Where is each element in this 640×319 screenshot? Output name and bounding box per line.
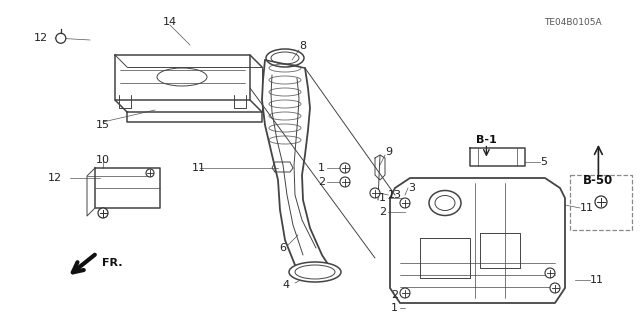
Circle shape bbox=[400, 198, 410, 208]
Text: FR.: FR. bbox=[102, 258, 122, 268]
Circle shape bbox=[550, 283, 560, 293]
Circle shape bbox=[595, 196, 607, 208]
Text: 2: 2 bbox=[318, 177, 325, 187]
Text: 1: 1 bbox=[391, 303, 398, 313]
Circle shape bbox=[340, 163, 350, 173]
Circle shape bbox=[146, 169, 154, 177]
Text: 12: 12 bbox=[34, 33, 48, 43]
Text: 14: 14 bbox=[163, 17, 177, 27]
Text: 10: 10 bbox=[96, 155, 110, 165]
Text: 3: 3 bbox=[408, 183, 415, 193]
Circle shape bbox=[545, 268, 555, 278]
Ellipse shape bbox=[289, 262, 341, 282]
Circle shape bbox=[98, 208, 108, 218]
Text: 15: 15 bbox=[96, 120, 110, 130]
Circle shape bbox=[56, 33, 66, 43]
Text: 12: 12 bbox=[48, 173, 62, 183]
Text: 11: 11 bbox=[192, 163, 206, 173]
Text: 2: 2 bbox=[379, 207, 386, 217]
Text: 1: 1 bbox=[379, 193, 386, 203]
Text: 1: 1 bbox=[318, 163, 325, 173]
Text: 4: 4 bbox=[283, 280, 290, 290]
Text: 9: 9 bbox=[385, 147, 392, 157]
Text: 11: 11 bbox=[580, 203, 594, 213]
Text: 6: 6 bbox=[279, 243, 286, 253]
Circle shape bbox=[400, 288, 410, 298]
Text: B-50: B-50 bbox=[583, 174, 614, 187]
Circle shape bbox=[340, 177, 350, 187]
Circle shape bbox=[370, 188, 380, 198]
Text: B-1: B-1 bbox=[476, 135, 497, 145]
Text: 8: 8 bbox=[299, 41, 306, 51]
Text: 2: 2 bbox=[391, 290, 398, 300]
Text: TE04B0105A: TE04B0105A bbox=[544, 18, 602, 27]
Text: 11: 11 bbox=[590, 275, 604, 285]
Text: 5: 5 bbox=[540, 157, 547, 167]
Text: 13: 13 bbox=[388, 190, 402, 200]
